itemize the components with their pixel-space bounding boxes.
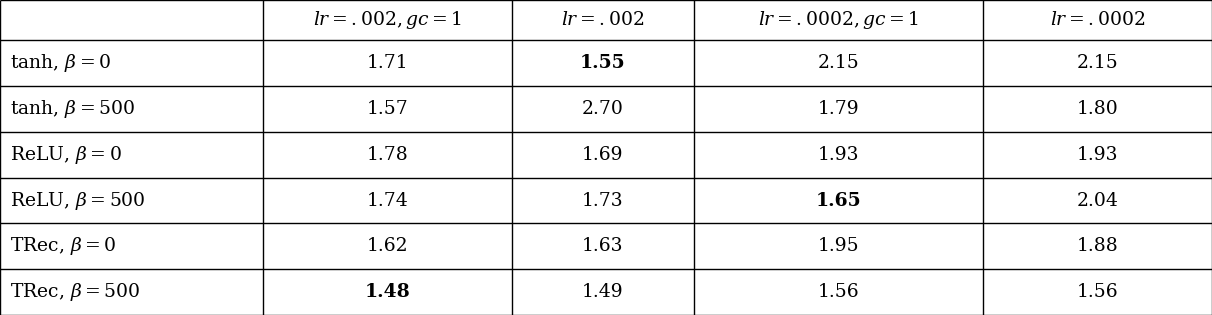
Text: TRec, $\beta = 500$: TRec, $\beta = 500$ [10, 281, 141, 303]
Text: 1.55: 1.55 [579, 54, 625, 72]
Text: ReLU, $\beta = 0$: ReLU, $\beta = 0$ [10, 144, 121, 166]
Text: 1.79: 1.79 [817, 100, 859, 118]
Text: 1.56: 1.56 [1076, 283, 1119, 301]
Text: ReLU, $\beta = 500$: ReLU, $\beta = 500$ [10, 190, 145, 212]
Text: TRec, $\beta = 0$: TRec, $\beta = 0$ [10, 235, 116, 257]
Text: 1.65: 1.65 [816, 192, 861, 209]
Text: 2.70: 2.70 [582, 100, 623, 118]
Text: 1.88: 1.88 [1076, 237, 1119, 255]
Text: 2.15: 2.15 [817, 54, 859, 72]
Text: 1.93: 1.93 [1076, 146, 1119, 164]
Text: 1.62: 1.62 [366, 237, 408, 255]
Text: 1.56: 1.56 [817, 283, 859, 301]
Text: $lr = .002$: $lr = .002$ [561, 11, 645, 29]
Text: $lr = .0002, gc = 1$: $lr = .0002, gc = 1$ [758, 9, 919, 31]
Text: tanh, $\beta = 500$: tanh, $\beta = 500$ [10, 98, 135, 120]
Text: 1.69: 1.69 [582, 146, 623, 164]
Text: 1.71: 1.71 [366, 54, 408, 72]
Text: $lr = .0002$: $lr = .0002$ [1050, 11, 1145, 29]
Text: 1.57: 1.57 [366, 100, 408, 118]
Text: 1.74: 1.74 [366, 192, 408, 209]
Text: 1.49: 1.49 [582, 283, 623, 301]
Text: 1.93: 1.93 [818, 146, 859, 164]
Text: $lr = .002, gc = 1$: $lr = .002, gc = 1$ [313, 9, 462, 31]
Text: 1.63: 1.63 [582, 237, 623, 255]
Text: 1.78: 1.78 [366, 146, 408, 164]
Text: tanh, $\beta = 0$: tanh, $\beta = 0$ [10, 52, 110, 74]
Text: 2.04: 2.04 [1076, 192, 1119, 209]
Text: 1.48: 1.48 [365, 283, 410, 301]
Text: 1.73: 1.73 [582, 192, 623, 209]
Text: 1.80: 1.80 [1076, 100, 1119, 118]
Text: 1.95: 1.95 [817, 237, 859, 255]
Text: 2.15: 2.15 [1076, 54, 1119, 72]
